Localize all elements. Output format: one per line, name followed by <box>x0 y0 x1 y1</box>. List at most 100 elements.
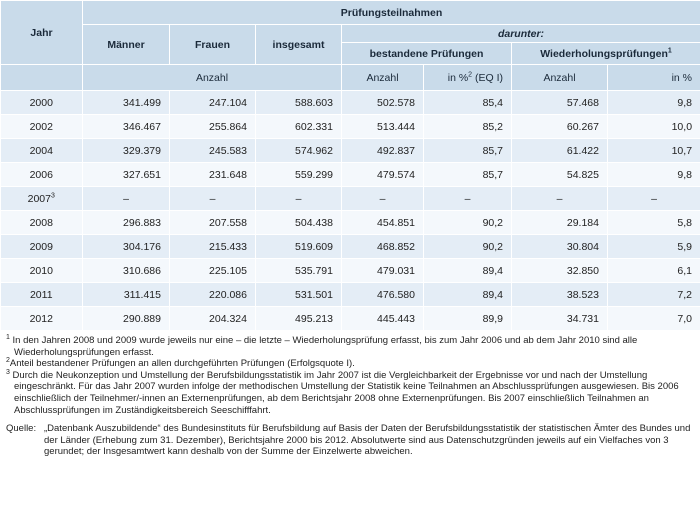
cell-wiederholung-pct: 9,8 <box>607 162 700 187</box>
cell-wiederholung-anzahl: 60.267 <box>511 114 608 139</box>
cell-bestandene-anzahl: 476.580 <box>341 282 424 307</box>
cell-bestandene-anzahl: – <box>341 186 424 211</box>
footnote-1-text: In den Jahren 2008 und 2009 wurde jeweil… <box>9 335 638 358</box>
cell-jahr: 2009 <box>0 234 83 259</box>
cell-bestandene-pct: 85,2 <box>423 114 512 139</box>
source-text: „Datenbank Auszubildende“ des Bundesinst… <box>44 423 691 458</box>
footnote-1-mark: 1 <box>6 333 10 341</box>
cell-bestandene-pct: 85,7 <box>423 162 512 187</box>
cell-jahr: 2010 <box>0 258 83 283</box>
cell-maenner: 290.889 <box>82 306 170 331</box>
footnote-1: 1 In den Jahren 2008 und 2009 wurde jewe… <box>6 333 694 358</box>
cell-maenner: 329.379 <box>82 138 170 163</box>
cell-insgesamt: 495.213 <box>255 306 342 331</box>
table-body: 2000 341.499 247.104 588.603 502.578 85,4 57.4… <box>0 90 700 331</box>
header-maenner: Männer <box>82 24 170 65</box>
cell-bestandene-anzahl: 513.444 <box>341 114 424 139</box>
cell-insgesamt: 602.331 <box>255 114 342 139</box>
cell-jahr-value: 2008 <box>29 216 53 229</box>
cell-jahr-value: 2000 <box>29 96 53 109</box>
cell-bestandene-pct: 90,2 <box>423 234 512 259</box>
header-jahr: Jahr <box>0 0 83 65</box>
cell-jahr: 2008 <box>0 210 83 235</box>
header-in-pct-eq-text: in % <box>447 71 469 84</box>
cell-wiederholung-anzahl: 61.422 <box>511 138 608 163</box>
cell-maenner: 341.499 <box>82 90 170 115</box>
cell-insgesamt: 504.438 <box>255 210 342 235</box>
table-row: 2012 290.889 204.324 495.213 445.443 89,9 34.7… <box>0 306 700 331</box>
cell-wiederholung-pct: 10,0 <box>607 114 700 139</box>
cell-wiederholung-anzahl: – <box>511 186 608 211</box>
header-anzahl-wiederholung: Anzahl <box>511 64 608 91</box>
cell-wiederholung-pct: – <box>607 186 700 211</box>
header-in-pct-eq-suffix: (EQ I) <box>472 71 503 84</box>
footnote-3-text: Durch die Neukonzeption und Umstellung d… <box>9 369 679 416</box>
table-row: 2004 329.379 245.583 574.962 492.837 85,7 61.4… <box>0 138 700 163</box>
cell-jahr: 2011 <box>0 282 83 307</box>
cell-jahr-value: 2012 <box>29 312 53 325</box>
cell-wiederholung-anzahl: 38.523 <box>511 282 608 307</box>
cell-frauen: 247.104 <box>169 90 256 115</box>
cell-bestandene-pct: – <box>423 186 512 211</box>
cell-wiederholung-pct: 9,8 <box>607 90 700 115</box>
footnote-ref-3: 3 <box>50 192 55 199</box>
cell-insgesamt: 559.299 <box>255 162 342 187</box>
cell-jahr: 2000 <box>0 90 83 115</box>
cell-maenner: 296.883 <box>82 210 170 235</box>
cell-wiederholung-pct: 5,9 <box>607 234 700 259</box>
footnote-2-text: Anteil bestandener Prüfungen an allen du… <box>9 358 355 370</box>
source-label: Quelle: <box>6 423 37 435</box>
cell-jahr-value: 2002 <box>29 120 53 133</box>
cell-wiederholung-anzahl: 34.731 <box>511 306 608 331</box>
cell-jahr-value: 2006 <box>29 168 53 181</box>
header-anzahl-main: Anzahl <box>82 64 342 91</box>
cell-bestandene-anzahl: 502.578 <box>341 90 424 115</box>
cell-bestandene-anzahl: 479.574 <box>341 162 424 187</box>
table-row: 2000 341.499 247.104 588.603 502.578 85,4 57.4… <box>0 90 700 115</box>
cell-jahr: 20073 <box>0 186 83 211</box>
cell-maenner: 311.415 <box>82 282 170 307</box>
table-row: 2009 304.176 215.433 519.609 468.852 90,2 30.8… <box>0 234 700 259</box>
header-in-pct: in % <box>606 64 700 91</box>
header-wiederholung-text: Wiederholungsprüfungen <box>540 47 668 60</box>
table-row: 2008 296.883 207.558 504.438 454.851 90,2 29.1… <box>0 210 700 235</box>
footnote-3-mark: 3 <box>6 368 10 376</box>
cell-insgesamt: 519.609 <box>255 234 342 259</box>
cell-wiederholung-pct: 7,0 <box>607 306 700 331</box>
statistics-table-page: Jahr Prüfungsteilnahmen Männer Frauen in… <box>0 0 700 458</box>
cell-frauen: – <box>169 186 256 211</box>
cell-frauen: 231.648 <box>169 162 256 187</box>
cell-maenner: 304.176 <box>82 234 170 259</box>
table-row: 2011 311.415 220.086 531.501 476.580 89,4 38.5… <box>0 282 700 307</box>
table-row: 2006 327.651 231.648 559.299 479.574 85,7 54.8… <box>0 162 700 187</box>
cell-wiederholung-anzahl: 32.850 <box>511 258 608 283</box>
cell-jahr: 2012 <box>0 306 83 331</box>
footnote-2-mark: 2 <box>6 357 10 365</box>
cell-bestandene-anzahl: 468.852 <box>341 234 424 259</box>
cell-insgesamt: 574.962 <box>255 138 342 163</box>
header-in-pct-eq: in %2 (EQ I) <box>423 64 512 91</box>
notes-section: 1 In den Jahren 2008 und 2009 wurde jewe… <box>0 331 700 458</box>
table-row: 2010 310.686 225.105 535.791 479.031 89,4 32.8… <box>0 258 700 283</box>
table-header: Jahr Prüfungsteilnahmen Männer Frauen in… <box>0 0 700 91</box>
cell-insgesamt: – <box>255 186 342 211</box>
header-bestandene-pruefungen: bestandene Prüfungen <box>341 42 512 65</box>
cell-bestandene-anzahl: 492.837 <box>341 138 424 163</box>
footnote-ref-1: 1 <box>667 47 672 54</box>
cell-insgesamt: 531.501 <box>255 282 342 307</box>
cell-frauen: 245.583 <box>169 138 256 163</box>
footnote-2: 2Anteil bestandener Prüfungen an allen d… <box>6 357 694 370</box>
header-jahr-unit-spacer <box>0 64 83 91</box>
cell-wiederholung-pct: 10,7 <box>607 138 700 163</box>
cell-frauen: 215.433 <box>169 234 256 259</box>
cell-bestandene-pct: 89,4 <box>423 258 512 283</box>
header-wiederholungspruefungen: Wiederholungsprüfungen1 <box>510 42 700 65</box>
cell-bestandene-anzahl: 454.851 <box>341 210 424 235</box>
cell-bestandene-pct: 85,7 <box>423 138 512 163</box>
cell-bestandene-anzahl: 445.443 <box>341 306 424 331</box>
cell-insgesamt: 588.603 <box>255 90 342 115</box>
cell-jahr-value: 2009 <box>29 240 53 253</box>
cell-bestandene-pct: 85,4 <box>423 90 512 115</box>
cell-maenner: 346.467 <box>82 114 170 139</box>
cell-maenner: 310.686 <box>82 258 170 283</box>
